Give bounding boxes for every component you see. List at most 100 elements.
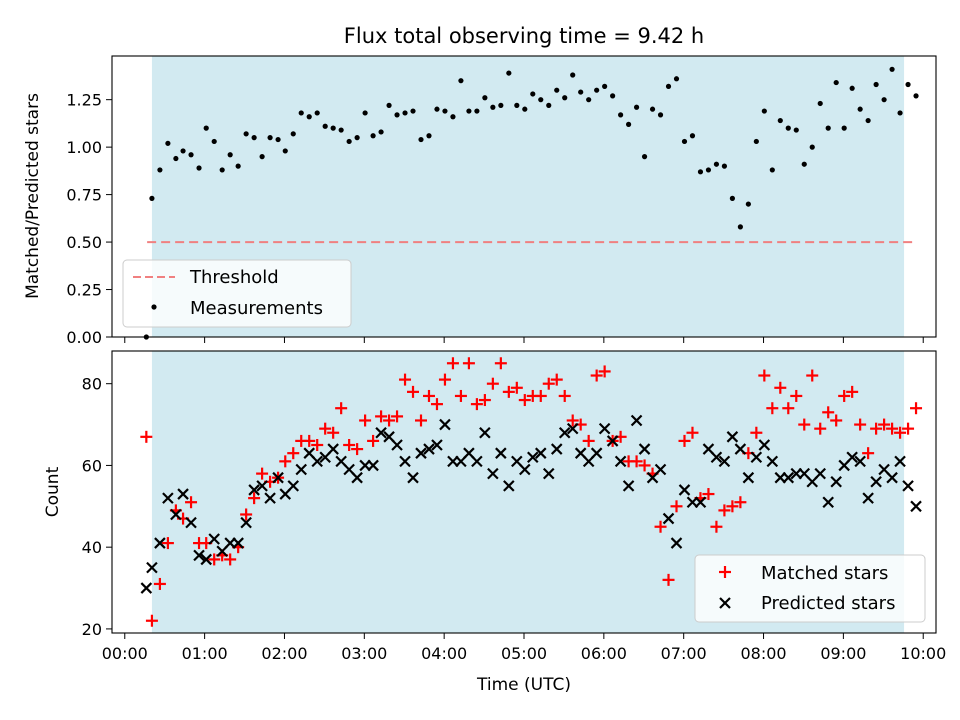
- measurement-point: [586, 97, 592, 103]
- matched-star-point: [654, 520, 667, 533]
- time-x-tick-label-4: 04:00: [421, 644, 467, 663]
- measurement-point: [466, 108, 472, 114]
- measurement-point: [290, 131, 296, 137]
- matched-star-point: [383, 414, 396, 427]
- measurement-point: [554, 87, 560, 93]
- measurement-point: [673, 76, 680, 82]
- measurement-point: [705, 167, 712, 173]
- ratio-y-tick-label-4: 1.00: [66, 138, 102, 157]
- predicted-star-point: [256, 480, 268, 492]
- count-legend: Matched stars Predicted stars: [694, 554, 926, 623]
- ratio-legend-box: [122, 259, 352, 328]
- measurement-point: [857, 106, 863, 112]
- measurement-point: [173, 155, 179, 162]
- measurement-point: [180, 148, 186, 154]
- measurement-point: [506, 70, 512, 76]
- predicted-star-point: [295, 463, 308, 476]
- predicted-star-point: [423, 443, 435, 455]
- matched-star-point: [678, 434, 691, 447]
- measurement-point: [275, 136, 281, 143]
- matched-star-point: [894, 426, 907, 439]
- measurements-legend-swatch: [151, 304, 157, 310]
- matched-star-point: [902, 422, 915, 435]
- predicted-star-point: [200, 553, 212, 566]
- predicted-star-point: [822, 496, 834, 508]
- measurement-point: [346, 138, 352, 145]
- predicted-star-point: [590, 447, 603, 459]
- matched-star-point: [327, 426, 340, 439]
- measurement-point: [602, 83, 608, 89]
- measurement-point: [386, 102, 392, 108]
- predicted-star-point: [519, 463, 531, 476]
- measurement-point: [546, 102, 552, 108]
- ratio-y-axis: 0.00 0.25 0.50 0.75 1.00 1.25: [66, 91, 112, 347]
- measurement-point: [298, 110, 304, 116]
- measurement-point: [737, 224, 743, 230]
- time-x-tick-label-3: 03:00: [341, 644, 387, 663]
- measurement-point: [578, 89, 584, 95]
- measurement-point: [713, 161, 720, 167]
- predicted-star-point: [375, 426, 387, 439]
- predicted-star-point: [140, 582, 153, 594]
- matched-star-point: [240, 508, 253, 521]
- measurement-point: [522, 106, 528, 112]
- predicted-star-point: [479, 426, 491, 439]
- predicted-legend-swatch: [719, 597, 731, 609]
- matched-star-point: [830, 414, 843, 427]
- measurement-point: [259, 154, 265, 160]
- measurement-point: [913, 93, 919, 99]
- matched-star-point: [311, 439, 324, 451]
- ratio-y-tick-label-3: 0.75: [66, 186, 102, 205]
- predicted-star-point: [622, 480, 635, 492]
- ratio-y-tick-label-0: 0.00: [66, 328, 102, 347]
- time-x-tick-label-5: 05:00: [501, 644, 547, 663]
- predicted-star-point: [232, 537, 244, 549]
- predicted-star-point: [662, 512, 675, 525]
- predicted-star-point: [327, 443, 339, 455]
- matched-star-point: [782, 402, 795, 415]
- matched-star-point: [910, 402, 923, 415]
- matched-star-point: [486, 377, 499, 390]
- predicted-star-point: [614, 455, 627, 468]
- predicted-star-point: [694, 496, 707, 508]
- measurement-point: [610, 93, 616, 99]
- measurement-point: [745, 201, 751, 207]
- predicted-star-point: [862, 492, 874, 504]
- predicted-star-point: [670, 537, 683, 549]
- predicted-star-point: [248, 484, 260, 496]
- matched-star-point: [582, 434, 595, 447]
- measurement-point: [243, 131, 249, 137]
- matched-star-point: [566, 414, 579, 427]
- matched-star-point: [153, 577, 166, 590]
- measurement-point: [474, 108, 480, 114]
- measurement-point: [203, 125, 209, 131]
- measurement-point: [362, 110, 368, 116]
- matched-star-point: [145, 614, 158, 627]
- measurement-point: [354, 135, 360, 141]
- predicted-star-point: [208, 533, 220, 545]
- matched-star-point: [319, 422, 332, 435]
- measurement-point: [314, 110, 320, 116]
- time-x-tick-label-6: 06:00: [581, 644, 627, 663]
- measurement-point: [235, 163, 241, 169]
- matched-star-point: [248, 492, 261, 505]
- matched-star-point: [367, 434, 380, 447]
- predicted-star-point: [886, 471, 898, 484]
- predicted-star-point: [902, 480, 914, 492]
- predicted-star-point: [558, 426, 571, 439]
- predicted-star-point: [542, 467, 555, 480]
- measurement-point: [594, 87, 600, 93]
- matched-star-point: [638, 459, 651, 472]
- predicted-star-point: [351, 471, 363, 484]
- matched-star-point: [686, 426, 699, 439]
- matched-star-point: [140, 430, 153, 443]
- measurement-point: [889, 66, 895, 72]
- measurement-point: [188, 152, 194, 158]
- matched-stars-points: [140, 357, 923, 627]
- measurement-point: [370, 133, 376, 139]
- predicted-star-point: [630, 414, 643, 427]
- measurement-point: [785, 125, 791, 131]
- measurement-point: [649, 106, 656, 112]
- matched-star-point: [662, 573, 675, 586]
- measurement-point: [282, 148, 288, 154]
